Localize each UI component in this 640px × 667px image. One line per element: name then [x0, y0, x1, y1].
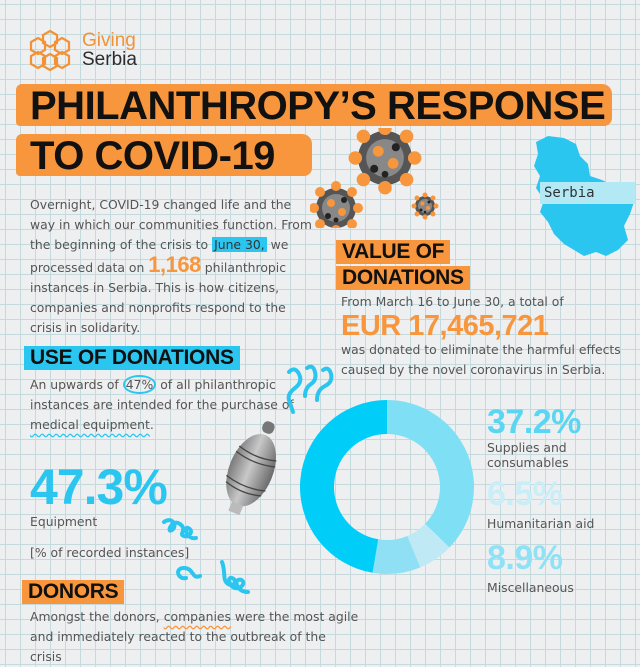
intro-text: philanthropic instances in Serbia. This … — [30, 260, 287, 335]
donut-chart — [300, 400, 474, 574]
resuscitator-bag-illustration — [225, 421, 277, 516]
chart-note: [% of recorded instances] — [30, 545, 190, 560]
legend-percent: 37.2% — [487, 403, 581, 441]
donut-segment-humanitarian-aid — [407, 523, 450, 568]
donut-segment-miscellaneous — [372, 535, 421, 574]
hexagon-flower-logo-icon — [29, 29, 71, 72]
heading-line: DONATIONS — [336, 266, 470, 290]
heading-text: DONORS — [22, 580, 125, 604]
intro-paragraph: Overnight, COVID-19 changed life and the… — [30, 195, 315, 338]
equipment-percent: 47.3% — [30, 459, 168, 515]
donation-lead-text: From March 16 to June 30, a total of — [341, 294, 564, 309]
logo-serbia-text: Serbia — [82, 49, 137, 70]
equipment-label: Equipment — [30, 514, 98, 529]
circled-percent: 47% — [122, 375, 157, 394]
donors-text: Amongst the donors, companies were the m… — [30, 607, 360, 667]
heading-text: USE OF DONATIONS — [24, 346, 240, 370]
value-of-donations-text: From March 16 to June 30, a total of EUR… — [341, 292, 631, 380]
underlined-companies: companies — [163, 609, 231, 624]
coronavirus-illustration — [310, 128, 439, 228]
legend-label: Humanitarian aid — [487, 516, 595, 531]
intro-text: we processed data on — [30, 237, 289, 275]
legend-label: Supplies and consumables — [487, 440, 569, 470]
legend-label: Miscellaneous — [487, 580, 574, 595]
page-title-line-2: TO COVID-19 — [16, 134, 312, 178]
page-title-line-1: PHILANTHROPY’S RESPONSE — [16, 84, 612, 128]
donut-segment-equipment — [300, 400, 387, 573]
legend-item-supplies: 37.2% Supplies and consumables — [487, 404, 581, 470]
squiggle-decoration-icon — [286, 364, 334, 414]
logo-giving-text: Giving — [82, 30, 136, 51]
instances-count: 1,168 — [148, 252, 201, 277]
highlighted-date: June 30, — [212, 237, 267, 252]
legend-item-humanitarian: 6.5% Humanitarian aid — [487, 476, 594, 531]
use-text: An upwards of — [30, 377, 123, 392]
heading-line: VALUE OF — [336, 240, 451, 264]
donors-text-part: Amongst the donors, — [30, 609, 164, 624]
use-text: of all philanthropic instances are inten… — [30, 377, 294, 412]
donation-tail-text: was donated to eliminate the harmful eff… — [341, 342, 621, 377]
curly-squiggle-decoration-icon — [162, 518, 250, 594]
donut-segment-supplies-and-consumables — [387, 400, 474, 548]
intro-text: Overnight, COVID-19 changed life and the… — [30, 197, 312, 252]
use-text: . — [149, 417, 154, 432]
donors-heading: DONORS — [22, 580, 125, 604]
legend-percent: 6.5% — [487, 475, 563, 513]
legend-item-miscellaneous: 8.9% Miscellaneous — [487, 540, 574, 595]
map-label-serbia: Serbia — [540, 182, 635, 204]
legend-percent: 8.9% — [487, 539, 563, 577]
use-of-donations-text: An upwards of 47% of all philanthropic i… — [30, 375, 300, 435]
giving-serbia-logo: Giving Serbia — [28, 28, 137, 72]
value-of-donations-heading: VALUE OF DONATIONS — [336, 240, 470, 292]
donation-amount: EUR 17,465,721 — [341, 310, 549, 342]
use-of-donations-heading: USE OF DONATIONS — [24, 346, 240, 370]
underlined-medical-equipment: medical equipment — [30, 417, 150, 432]
